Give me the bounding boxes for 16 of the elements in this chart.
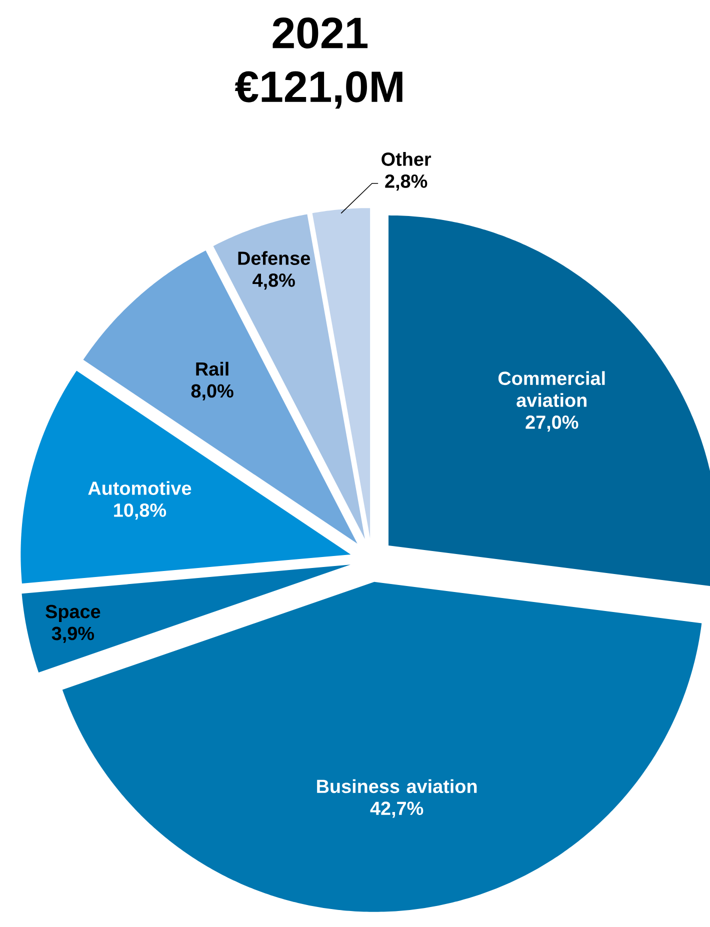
slice-label: Business aviation [317,779,477,794]
slice-label: Automotive [88,481,192,495]
slice-label: Defense [238,251,310,265]
data-label: 8,0% [191,384,234,400]
data-label: 3,9% [52,626,94,643]
data-label: 2,8% [385,174,428,191]
chart-title: 2021 [272,17,368,48]
slice-label: Rail [196,362,228,376]
data-label: 4,8% [252,274,295,290]
slice-label: Other [382,152,432,166]
data-label: 42,7% [370,802,424,818]
data-label: 27,0% [526,416,578,432]
chart-subtitle: €121,0M [234,71,402,109]
slice-label: Commercial aviation [498,371,605,407]
slice-label: Space [46,604,100,622]
data-label: 10,8% [114,503,166,520]
